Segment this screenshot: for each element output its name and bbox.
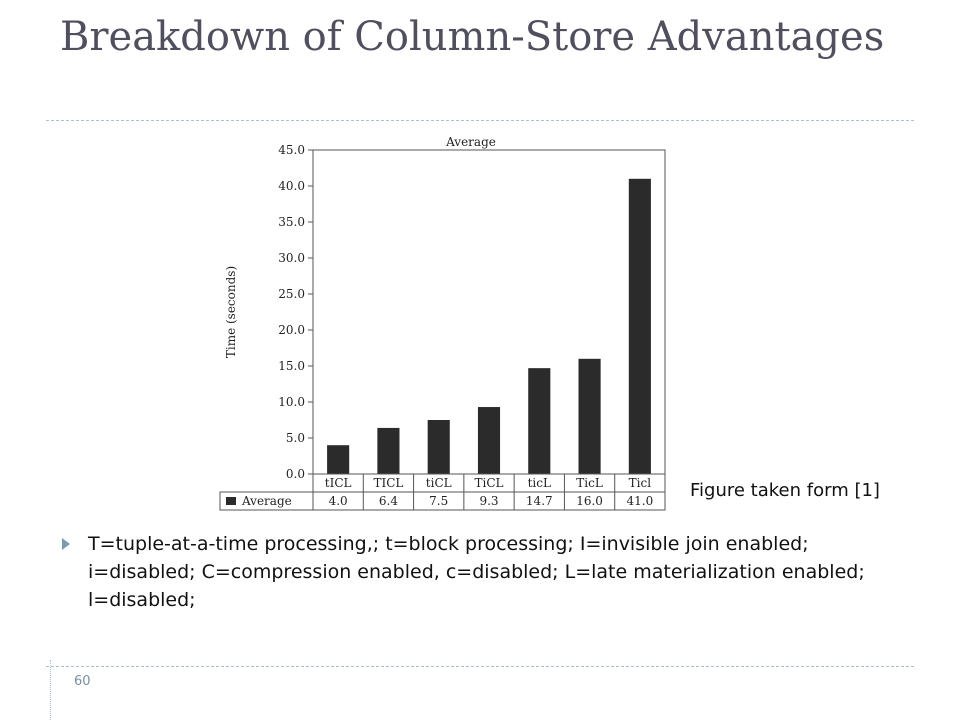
x-tick-label: TiCL (475, 476, 504, 490)
y-tick-label: 20.0 (278, 323, 305, 337)
legend-label: Average (241, 494, 292, 508)
y-tick-label: 5.0 (286, 431, 305, 445)
data-label: 14.7 (526, 494, 553, 508)
data-label: 6.4 (379, 494, 398, 508)
data-label: 4.0 (329, 494, 348, 508)
x-tick-label: tICL (325, 476, 352, 490)
y-tick-label: 10.0 (278, 395, 305, 409)
x-tick-label: tiCL (426, 476, 452, 490)
slide-title: Breakdown of Column-Store Advantages (60, 14, 885, 60)
footer-accent-line (50, 660, 51, 720)
bar (578, 358, 601, 474)
bar (477, 407, 501, 474)
y-axis-label: Time (seconds) (224, 266, 238, 358)
y-tick-label: 35.0 (278, 215, 305, 229)
x-tick-label: ticL (528, 476, 551, 490)
triangle-bullet-icon (62, 538, 70, 550)
page-number: 60 (74, 674, 91, 689)
data-label: 7.5 (429, 494, 448, 508)
x-tick-label: TICL (373, 476, 403, 490)
data-label: 41.0 (626, 494, 653, 508)
figure-caption: Figure taken form [1] (690, 480, 880, 501)
y-tick-label: 25.0 (278, 287, 305, 301)
chart-title: Average (445, 135, 496, 149)
y-tick-label: 30.0 (278, 251, 305, 265)
bar (528, 368, 551, 474)
bar (628, 178, 651, 475)
title-divider (46, 120, 914, 121)
data-label: 9.3 (479, 494, 498, 508)
x-tick-label: TicL (576, 476, 603, 490)
bar (377, 427, 400, 474)
footer-divider (46, 666, 914, 667)
x-tick-label: Ticl (629, 476, 652, 490)
data-label: 16.0 (576, 494, 603, 508)
bar (327, 445, 350, 474)
bullet-item: T=tuple-at-a-time processing,; t=block p… (88, 533, 865, 611)
y-tick-label: 15.0 (278, 359, 305, 373)
y-tick-label: 45.0 (278, 143, 305, 157)
bar-chart: Average Time (seconds) 0.0 5.0 10.0 15.0 20.… (219, 135, 666, 511)
y-tick-label: 0.0 (286, 467, 305, 481)
legend-swatch (226, 497, 236, 505)
plot-area: 0.0 5.0 10.0 15.0 20.0 25.0 30.0 35.0 40.0 45.0 tI… (219, 143, 666, 511)
bar (427, 420, 450, 474)
y-tick-label: 40.0 (278, 179, 305, 193)
bullet-list: T=tuple-at-a-time processing,; t=block p… (62, 530, 912, 614)
